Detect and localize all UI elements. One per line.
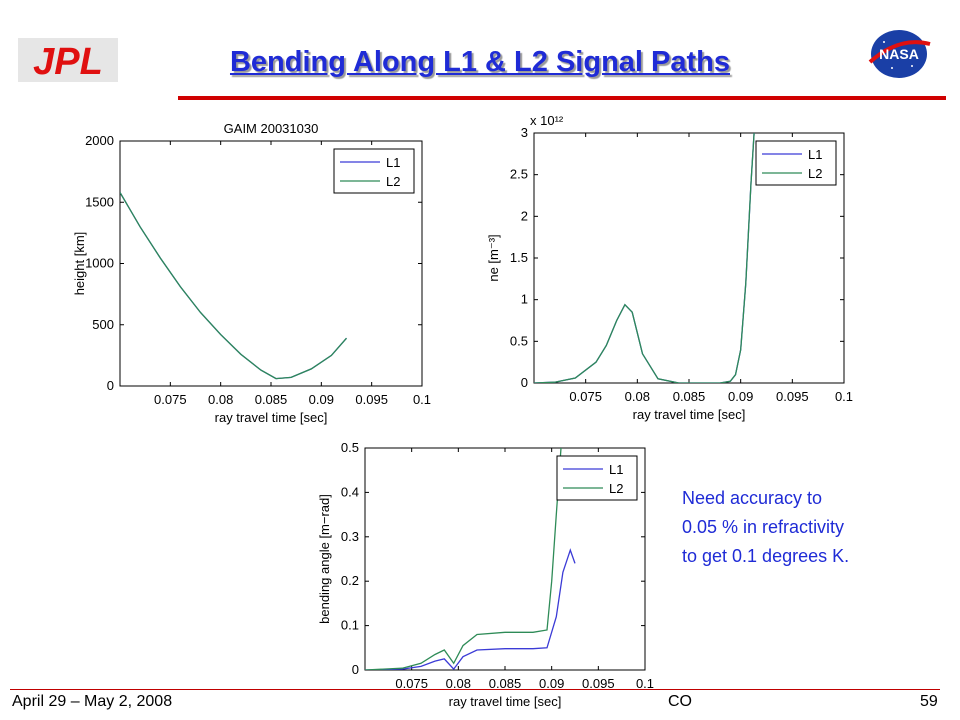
legend-label: L2 <box>609 481 623 496</box>
x-axis-label: ray travel time [sec] <box>215 410 328 425</box>
y-tick-label: 0.3 <box>341 529 359 544</box>
y-tick-label: 2000 <box>85 133 114 148</box>
series-group <box>534 133 755 383</box>
jpl-logo: JPL <box>18 38 118 82</box>
chart-title: GAIM 20031030 <box>224 121 319 136</box>
chart-bending-angle: 0.075 0.08 0.085 0.09 0.095 0.1 0 0.1 0.2 0.3 0.4 0… <box>317 440 654 709</box>
x-tick-label: 0.08 <box>625 389 650 404</box>
accuracy-note: Need accuracy to 0.05 % in refractivity … <box>682 484 932 571</box>
chart-height: 0.075 0.08 0.085 0.09 0.095 0.1 0 500 1000 1500 20… <box>72 121 431 425</box>
y-tick-label: 0.2 <box>341 573 359 588</box>
series-line-l1 <box>365 548 576 670</box>
x-tick-label: 0.09 <box>539 676 564 691</box>
x-tick-label: 0.085 <box>489 676 522 691</box>
y-tick-label: 0 <box>521 375 528 390</box>
y-axis-label: height [km] <box>72 232 87 296</box>
x-tick-label: 0.1 <box>636 676 654 691</box>
legend-label: L1 <box>808 147 822 162</box>
y-tick-label: 1 <box>521 292 528 307</box>
x-tick-label: 0.085 <box>673 389 706 404</box>
x-tick-label: 0.08 <box>208 392 233 407</box>
series-line-l2 <box>120 192 347 380</box>
y-tick-label: 0 <box>107 378 114 393</box>
y-tick-label: 500 <box>92 317 114 332</box>
page-number: 59 <box>920 693 938 710</box>
y-axis-label: bending angle [m−rad] <box>317 494 332 624</box>
y-axis-label: ne [m⁻³] <box>486 234 501 281</box>
series-line-l2 <box>365 448 562 670</box>
x-tick-label: 0.09 <box>728 389 753 404</box>
footer-location: CO <box>668 693 692 710</box>
title-rule <box>178 96 946 100</box>
x-tick-label: 0.1 <box>835 389 853 404</box>
y-tick-label: 0 <box>352 662 359 677</box>
legend-label: L2 <box>808 166 822 181</box>
x-tick-label: 0.075 <box>154 392 187 407</box>
x-axis-label: ray travel time [sec] <box>449 694 562 709</box>
legend-label: L1 <box>609 462 623 477</box>
y-tick-label: 0.5 <box>510 333 528 348</box>
x-tick-label: 0.1 <box>413 392 431 407</box>
x-tick-label: 0.095 <box>355 392 388 407</box>
legend-label: L1 <box>386 155 400 170</box>
x-tick-label: 0.095 <box>582 676 615 691</box>
y-tick-label: 1000 <box>85 256 114 271</box>
footer-rule <box>10 689 940 690</box>
footer-date: April 29 – May 2, 2008 <box>12 693 173 710</box>
y-tick-label: 1.5 <box>510 250 528 265</box>
y-tick-label: 3 <box>521 125 528 140</box>
chart-ne: 0.075 0.08 0.085 0.09 0.095 0.1 0 0.5 1 1.5 2 2.5 3 r… <box>486 113 853 422</box>
y-tick-label: 1500 <box>85 194 114 209</box>
y-tick-label: 0.1 <box>341 618 359 633</box>
nasa-logo-text: NASA <box>879 46 919 62</box>
slide-title: Bending Along L1 & L2 Signal Paths <box>229 46 730 78</box>
y-tick-label: 0.4 <box>341 484 359 499</box>
note-line: Need accuracy to <box>682 488 823 508</box>
legend-box <box>556 455 638 501</box>
x-tick-label: 0.075 <box>569 389 602 404</box>
y-axis-multiplier: x 10¹² <box>530 113 564 128</box>
x-axis-label: ray travel time [sec] <box>633 407 746 422</box>
legend-box <box>755 140 837 186</box>
x-tick-label: 0.08 <box>446 676 471 691</box>
jpl-logo-text: JPL <box>33 41 103 82</box>
legend-label: L2 <box>386 174 400 189</box>
note-line: 0.05 % in refractivity <box>682 517 845 537</box>
note-line: to get 0.1 degrees K. <box>682 546 850 566</box>
series-line-l2 <box>534 133 755 383</box>
y-tick-label: 0.5 <box>341 440 359 455</box>
y-tick-label: 2 <box>521 208 528 223</box>
series-group <box>365 448 576 670</box>
series-group <box>120 192 347 380</box>
x-tick-label: 0.085 <box>255 392 288 407</box>
y-tick-label: 2.5 <box>510 167 528 182</box>
x-tick-label: 0.095 <box>776 389 809 404</box>
nasa-logo: NASA <box>868 30 931 78</box>
x-tick-label: 0.09 <box>309 392 334 407</box>
x-tick-label: 0.075 <box>395 676 428 691</box>
legend-box <box>333 148 415 194</box>
